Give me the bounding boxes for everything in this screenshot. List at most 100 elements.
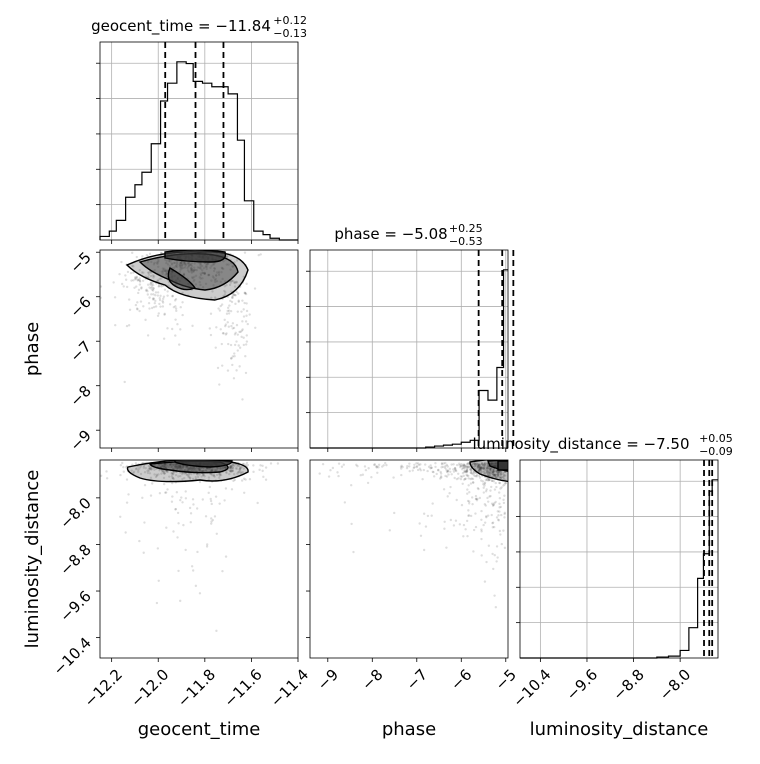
sample-point	[139, 300, 143, 303]
sample-point	[233, 464, 236, 468]
sample-point	[485, 477, 489, 480]
sample-point	[488, 471, 491, 475]
sample-point	[149, 494, 153, 497]
x-tick-label: −7	[403, 666, 431, 694]
sample-point	[469, 514, 473, 518]
sample-point	[464, 465, 468, 469]
sample-point	[481, 462, 484, 466]
sample-point	[471, 502, 474, 506]
sample-point	[408, 462, 411, 465]
sample-point	[142, 466, 145, 469]
y-axis-label-luminosity_distance: luminosity_distance	[22, 470, 43, 649]
sample-point	[487, 472, 490, 475]
sample-point	[246, 322, 249, 326]
sample-point	[487, 467, 490, 471]
sample-point	[499, 533, 502, 536]
sample-point	[210, 502, 213, 506]
sample-point	[212, 474, 215, 477]
sample-point	[215, 629, 218, 633]
sample-point	[231, 279, 234, 283]
sample-point	[173, 261, 177, 265]
x-tick-label: −12.0	[127, 666, 172, 711]
panel-frame	[99, 249, 299, 449]
sample-point	[221, 267, 224, 270]
sample-point	[188, 263, 191, 266]
sample-point	[476, 464, 480, 467]
y-axis-luminosity_distance: −10.4 −9.6 −8.8 −8.0 luminosity_distance	[22, 470, 100, 679]
sample-point	[492, 473, 495, 476]
sample-point	[484, 490, 488, 493]
sample-point	[241, 398, 244, 401]
inner-x-ticks	[111, 240, 299, 244]
sample-point	[152, 297, 156, 300]
sample-point	[449, 485, 452, 489]
sample-point	[488, 467, 492, 470]
sample-point	[228, 283, 232, 287]
x-tick-label: −9.6	[563, 666, 601, 704]
sample-point	[171, 294, 174, 298]
sample-point	[503, 511, 507, 515]
sample-point	[230, 467, 233, 470]
sample-point	[444, 474, 447, 478]
sample-point	[483, 580, 487, 583]
sample-point	[482, 491, 486, 494]
sample-point	[496, 472, 499, 475]
sample-point	[426, 469, 429, 473]
x-tick-label: −11.4	[267, 666, 312, 711]
sample-point	[138, 279, 142, 283]
sample-point	[244, 292, 248, 296]
sample-point	[200, 475, 203, 478]
sample-point	[494, 500, 497, 504]
sample-point	[187, 473, 191, 477]
sample-point	[215, 271, 219, 274]
sample-point	[156, 258, 160, 261]
sample-point	[489, 469, 492, 472]
sample-point	[205, 545, 209, 548]
sample-point	[183, 472, 186, 475]
sample-point	[200, 269, 204, 272]
sample-point	[235, 281, 239, 284]
sample-point	[245, 282, 248, 286]
sample-point	[224, 324, 227, 328]
sample-point	[174, 305, 177, 308]
sample-point	[210, 520, 213, 523]
sample-point	[151, 289, 155, 292]
sample-point	[242, 308, 245, 311]
panel-title-phase: phase = −5.08 +0.25−0.53	[334, 222, 482, 248]
sample-point	[492, 567, 495, 571]
histogram-geocent_time	[99, 61, 298, 241]
sample-point	[148, 286, 151, 289]
sample-point	[329, 469, 332, 472]
sample-point	[254, 326, 257, 330]
sample-point	[244, 463, 247, 466]
sample-point	[241, 328, 244, 331]
sample-point	[400, 473, 403, 477]
sample-point	[393, 511, 396, 515]
sample-point	[162, 476, 166, 480]
sample-point	[474, 463, 477, 467]
sample-point	[217, 472, 221, 475]
sample-point	[157, 265, 160, 269]
sample-point	[178, 270, 181, 274]
sample-point	[485, 471, 488, 475]
x-tick-label: −9	[314, 666, 342, 694]
sample-point	[155, 474, 159, 477]
sample-point	[443, 466, 447, 470]
sample-point	[148, 467, 152, 470]
sample-point	[484, 478, 488, 482]
sample-point	[355, 463, 358, 467]
sample-point	[478, 468, 482, 472]
sample-point	[243, 301, 246, 305]
sample-point	[228, 464, 232, 467]
sample-point	[215, 532, 218, 536]
sample-point	[495, 470, 499, 474]
sample-point	[443, 520, 446, 524]
sample-point	[153, 473, 156, 476]
sample-point	[471, 496, 474, 499]
y-tick-label: −8.8	[56, 541, 94, 579]
sample-point	[231, 265, 234, 268]
sample-point	[234, 294, 237, 297]
sample-point	[152, 287, 155, 290]
sample-point	[401, 465, 404, 469]
sample-point	[165, 270, 168, 274]
